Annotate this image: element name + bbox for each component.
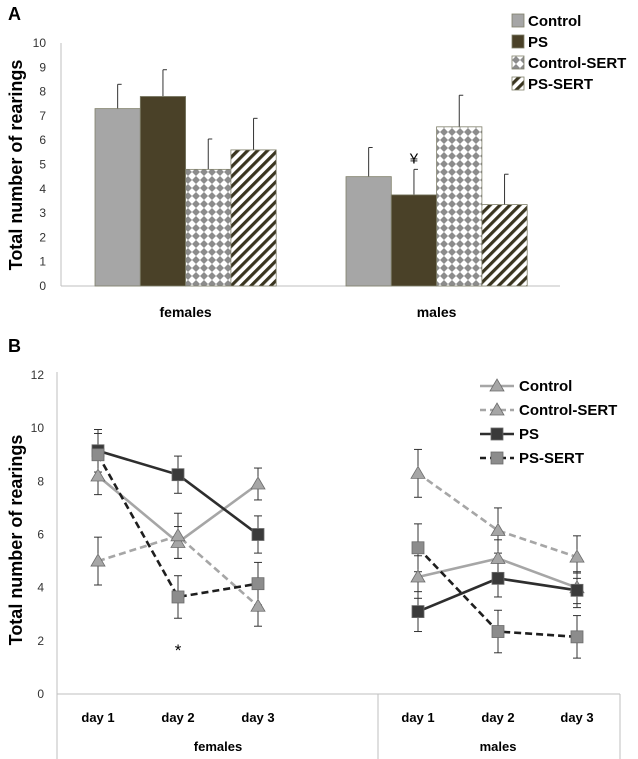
x-group-label: females [194,739,242,754]
y-tick-label: 7 [39,109,46,123]
bar-ps-sert [230,149,277,287]
square-marker [251,528,265,541]
legend-label: PS-SERT [528,76,593,93]
bar-control [94,108,141,287]
square-marker [490,451,504,465]
legend-label: PS-SERT [519,450,584,467]
y-tick-label: 6 [37,528,44,542]
legend-swatch [511,76,525,91]
legend-label: PS [528,34,548,51]
legend-label: Control [519,378,572,395]
square-marker [171,590,185,604]
triangle-marker [250,476,266,490]
legend-label: Control-SERT [528,55,626,72]
triangle-marker [490,550,506,564]
x-group-label: males [480,739,517,754]
y-tick-label: 6 [39,133,46,147]
triangle-marker [250,598,266,612]
significance-marker: * [175,641,182,660]
x-tick-label: day 3 [241,710,274,725]
square-marker [91,448,105,462]
square-marker [491,571,505,585]
square-marker [411,605,425,618]
bar-ps [390,194,437,287]
y-tick-label: 0 [37,687,44,701]
triangle-marker [90,468,106,482]
y-tick-label: 12 [31,368,45,382]
triangle-marker [410,569,426,583]
x-tick-label: day 1 [401,710,434,725]
triangle-marker [170,528,186,542]
y-axis-title: Total number of rearings [6,60,26,271]
legend-label: Control [528,13,581,30]
x-tick-label: day 1 [81,710,114,725]
legend-swatch [511,34,525,49]
y-tick-label: 2 [39,230,46,244]
bar-control-sert [436,126,483,287]
square-marker [491,625,505,638]
square-marker [490,427,504,441]
bar-ps-sert [481,204,528,287]
panel-label: A [8,4,21,24]
triangle-marker [170,534,186,548]
y-tick-label: 8 [39,85,46,99]
y-tick-label: 9 [39,60,46,74]
x-category-label: males [417,304,457,320]
x-tick-label: day 3 [560,710,593,725]
x-category-label: females [160,304,212,320]
square-marker [251,577,265,591]
square-marker [171,468,185,482]
y-tick-label: 8 [37,474,44,488]
triangle-marker [569,549,585,563]
bar-ps [139,96,187,287]
x-tick-label: day 2 [481,710,514,725]
square-marker [570,583,584,597]
triangle-marker [90,553,106,567]
triangle-marker [489,378,505,392]
y-axis-title: Total number of rearings [6,435,26,646]
y-tick-label: 0 [39,279,46,293]
y-tick-label: 10 [31,421,45,435]
x-tick-label: day 2 [161,710,194,725]
y-tick-label: 10 [33,36,47,50]
legend-swatch [511,13,525,28]
y-tick-label: 4 [37,581,44,595]
significance-marker: ¥ [409,150,419,167]
bar-control-sert [185,168,232,287]
y-tick-label: 3 [39,206,46,220]
triangle-marker [410,465,426,479]
square-marker [570,630,584,644]
bar-control [345,176,392,287]
y-tick-label: 5 [39,158,46,172]
y-tick-label: 4 [39,182,46,196]
triangle-marker [490,522,506,536]
legend-swatch [511,55,525,70]
panel-a-bar-chart: A 0 1 2 3 4 5 6 7 8 9 10 Total number of rearings fem… [6,4,626,320]
triangle-marker [489,402,505,416]
panel-label: B [8,336,21,356]
y-tick-label: 2 [37,634,44,648]
legend-label: Control-SERT [519,402,617,419]
legend-label: PS [519,426,539,443]
y-tick-label: 1 [39,255,46,269]
panel-b-line-chart: B 0 2 4 6 8 10 12 Total number of rearings day 1 d… [6,336,621,759]
square-marker [411,541,425,555]
